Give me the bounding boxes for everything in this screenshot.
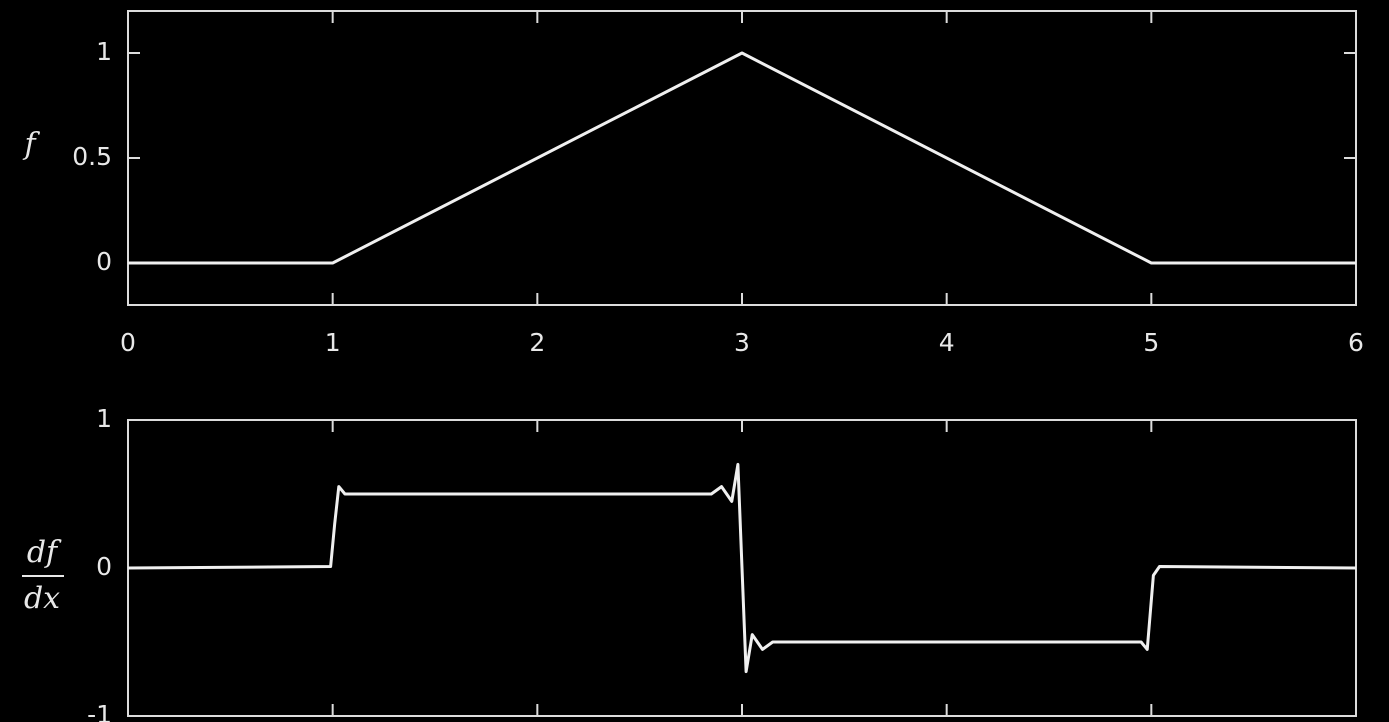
data-line	[128, 51, 1356, 265]
x-tick-label: 5	[1143, 328, 1159, 357]
y-tick-label: 0	[96, 247, 112, 276]
y-label: f	[22, 127, 40, 162]
y-tick-label: 0	[96, 552, 112, 581]
x-tick-label: 4	[939, 328, 955, 357]
axes-box	[127, 10, 1357, 306]
y-tick-label: 0.5	[72, 142, 112, 171]
x-tick-label: 2	[529, 328, 545, 357]
x-tick-label: 6	[1348, 328, 1364, 357]
x-tick-label: 1	[325, 328, 341, 357]
y-tick-label: 1	[96, 37, 112, 66]
y-label-denominator: dx	[24, 581, 60, 616]
data-line	[127, 462, 1357, 674]
y-tick-label: 1	[96, 404, 112, 433]
x-tick-label: 0	[120, 328, 136, 357]
x-tick-label: 3	[734, 328, 750, 357]
y-label-numerator: df	[27, 535, 62, 570]
y-tick-label: -1	[87, 700, 112, 722]
